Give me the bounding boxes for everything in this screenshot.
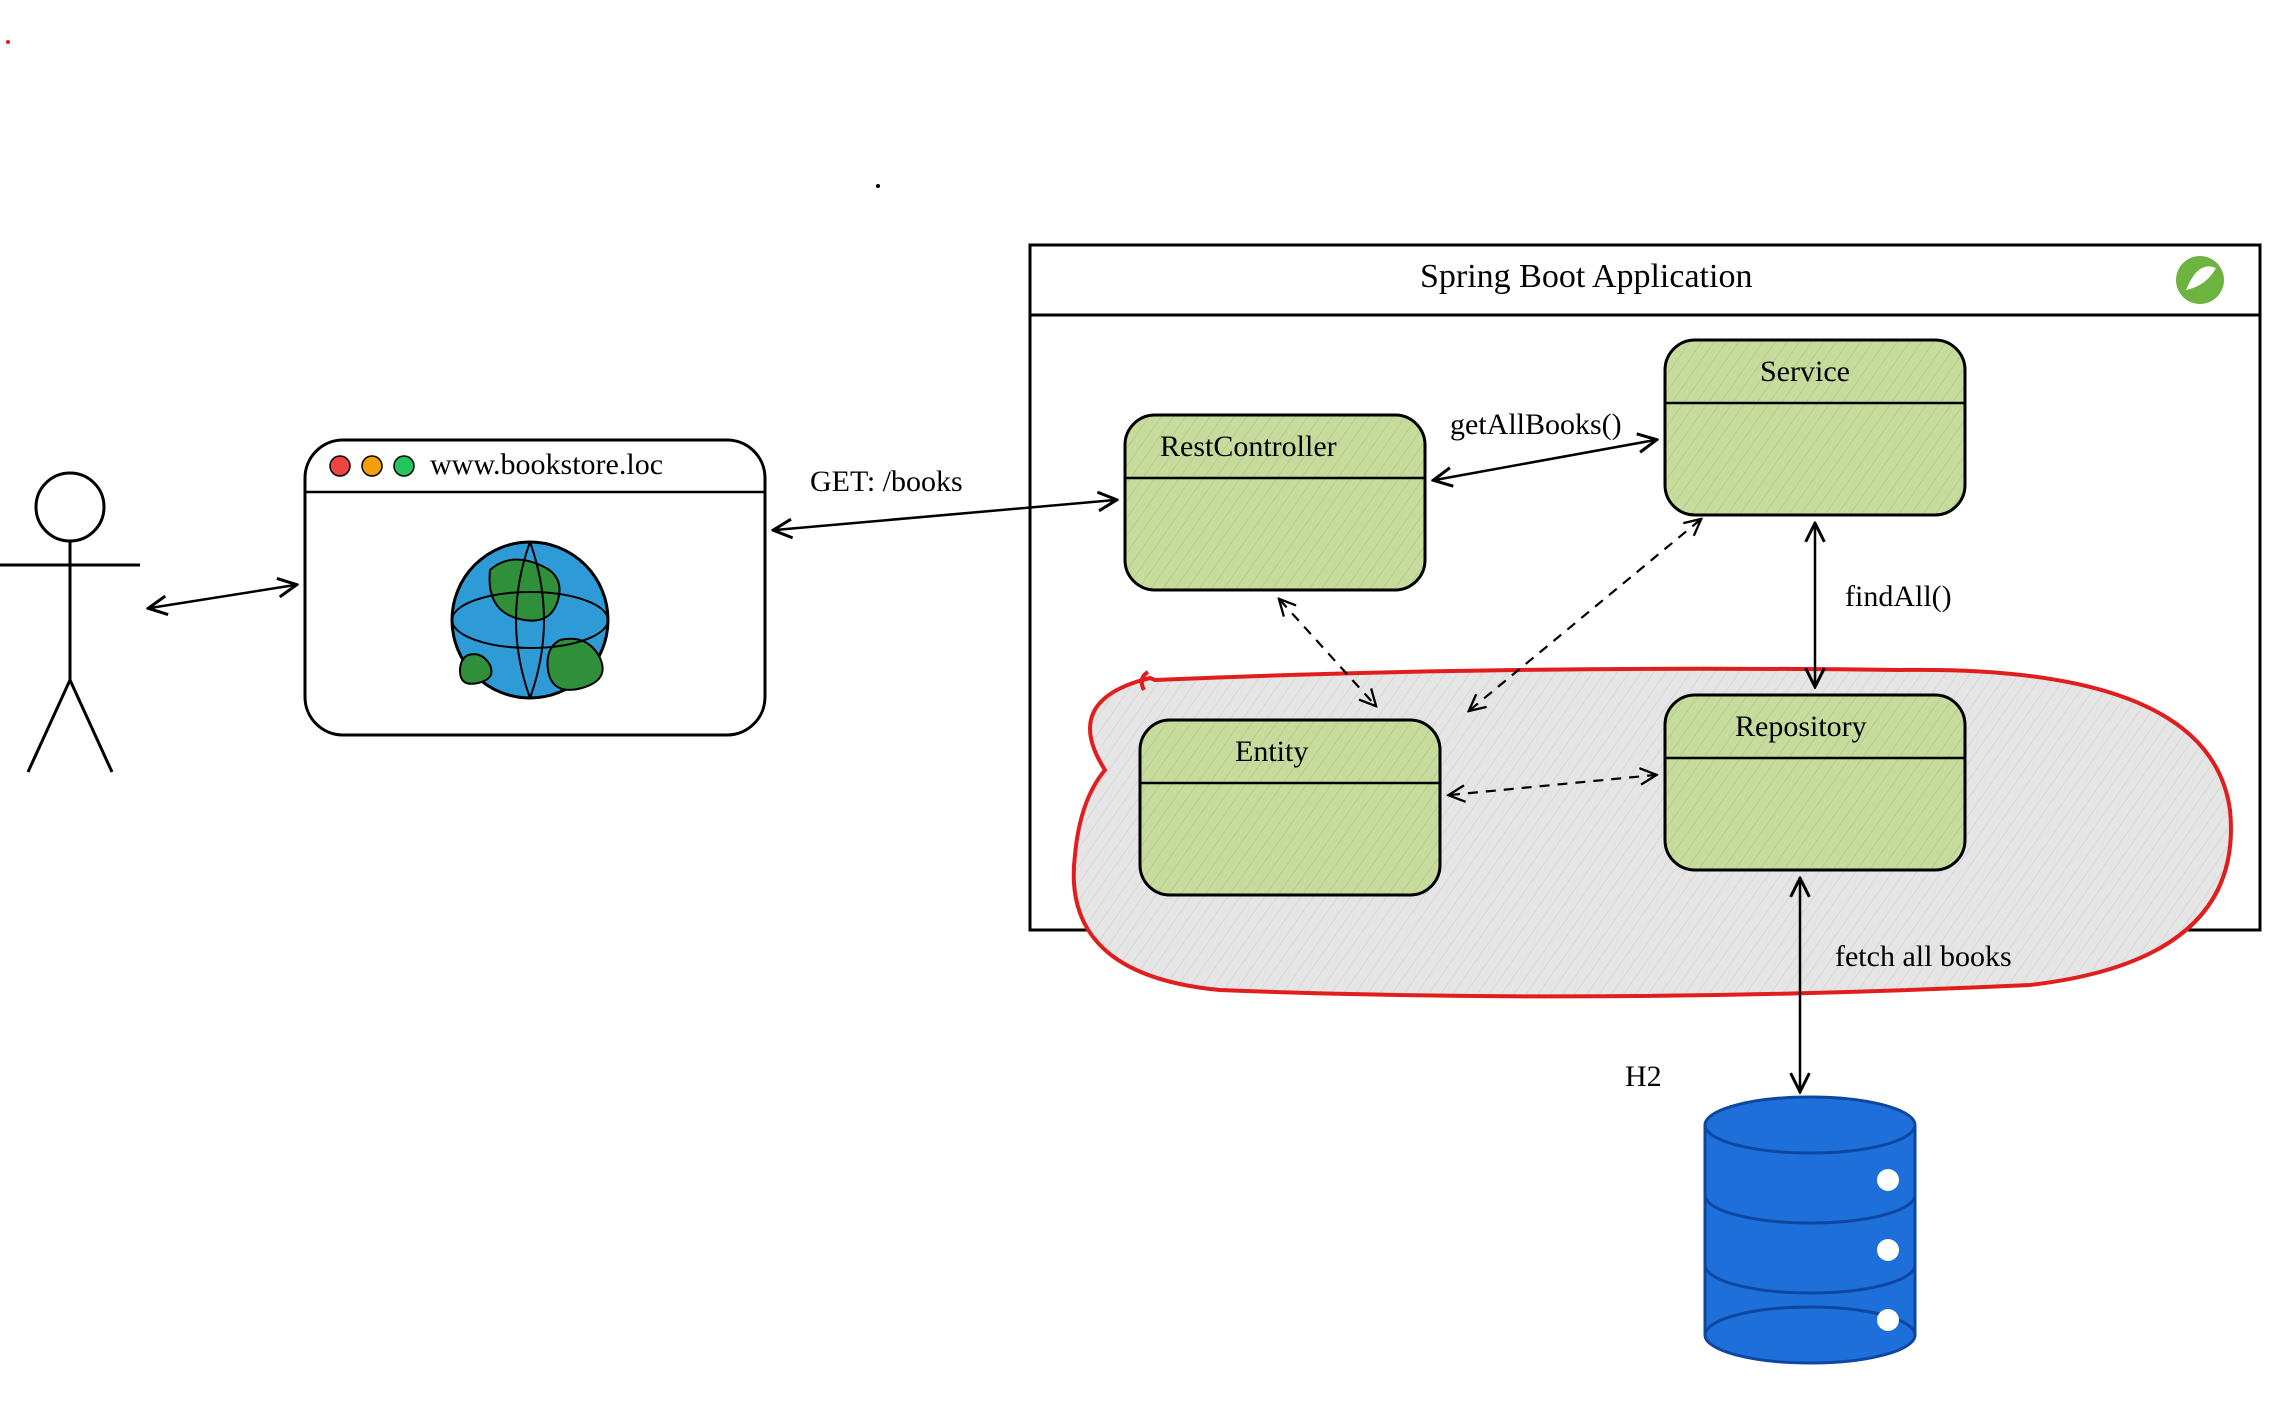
edge-label-getallbooks: getAllBooks()	[1450, 408, 1622, 442]
window-close-icon	[330, 456, 350, 476]
h2-database-icon	[1705, 1097, 1915, 1363]
window-minimize-icon	[362, 456, 382, 476]
stray-dot	[6, 40, 10, 44]
repository-label: Repository	[1735, 710, 1867, 744]
user-actor	[0, 473, 140, 772]
window-zoom-icon	[394, 456, 414, 476]
entity-label: Entity	[1235, 735, 1308, 769]
globe-icon	[452, 542, 608, 698]
restcontroller-label: RestController	[1160, 430, 1337, 464]
edge-user-browser	[150, 585, 295, 608]
edge-label-get-books: GET: /books	[810, 465, 963, 499]
edge-label-fetch-books: fetch all books	[1835, 940, 2012, 974]
app-title: Spring Boot Application	[1420, 258, 1752, 296]
service-label: Service	[1760, 355, 1850, 389]
db-label: H2	[1625, 1060, 1662, 1094]
architecture-diagram	[0, 0, 2292, 1420]
stray-dot-2	[876, 184, 880, 188]
spring-logo-icon	[2176, 256, 2224, 304]
edge-label-findall: findAll()	[1845, 580, 1952, 614]
browser-window	[305, 440, 765, 735]
browser-url-label: www.bookstore.loc	[430, 448, 663, 482]
